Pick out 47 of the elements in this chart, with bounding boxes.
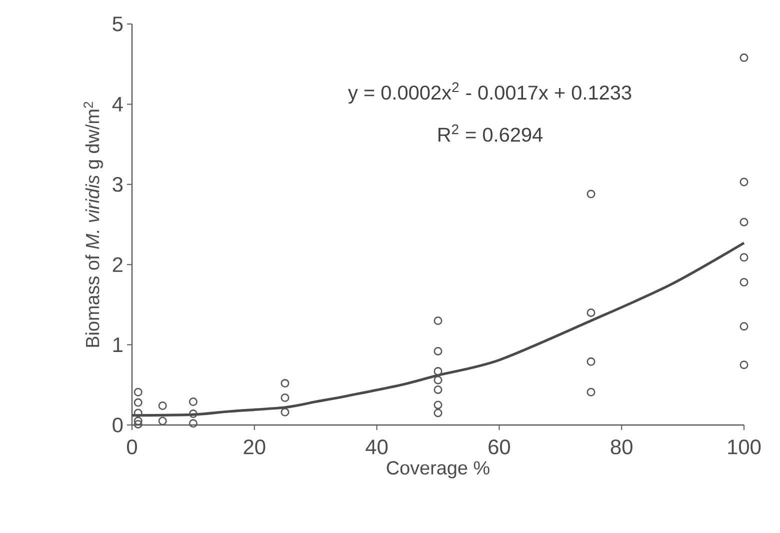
point (134, 388, 142, 396)
annotation: y = 0.0002x$^{2}$ - 0.0017x + 0.1233 (348, 82, 632, 104)
point (434, 376, 442, 384)
x-axis-title: Coverage % (386, 461, 490, 478)
point (586, 388, 596, 396)
point (434, 316, 442, 325)
y-tick-label: 4 (112, 97, 123, 112)
x-tick-label: 0 (126, 440, 137, 454)
x-tick-label: 80 (610, 440, 632, 454)
point (434, 385, 442, 394)
point (434, 400, 442, 410)
point (434, 346, 442, 356)
point (434, 408, 442, 418)
point (586, 190, 596, 198)
point (740, 360, 748, 370)
y-tick-label: 1 (113, 338, 122, 352)
point (586, 357, 596, 366)
point (586, 308, 596, 317)
point (188, 410, 198, 418)
x-tick-label: 20 (244, 440, 266, 454)
point (740, 253, 748, 262)
point (158, 416, 167, 426)
point (280, 408, 290, 416)
point (134, 420, 142, 428)
point (740, 178, 748, 186)
point (740, 322, 748, 331)
point (134, 416, 142, 426)
point (134, 408, 142, 418)
point (134, 398, 142, 407)
point (434, 367, 442, 376)
x-tick-label: 60 (488, 440, 510, 454)
y-tick-label: 2 (112, 257, 122, 272)
point (280, 379, 290, 388)
x-tick-label: 100 (728, 440, 761, 454)
point (740, 218, 748, 226)
point (188, 419, 198, 428)
point (740, 53, 748, 62)
y-tick-label: 3 (112, 176, 123, 192)
point (740, 278, 748, 286)
point (188, 397, 198, 406)
y-tick-label: 5 (112, 16, 123, 32)
point (280, 393, 290, 402)
x-tick-label: 40 (366, 440, 388, 454)
y-axis-title: Biomass of M. viridis g dw/m$^{2}$ (84, 102, 103, 347)
y-tick-label: 0 (112, 418, 123, 432)
annotation: R$^{2}$ = 0.6294 (438, 124, 543, 142)
point (158, 402, 167, 410)
